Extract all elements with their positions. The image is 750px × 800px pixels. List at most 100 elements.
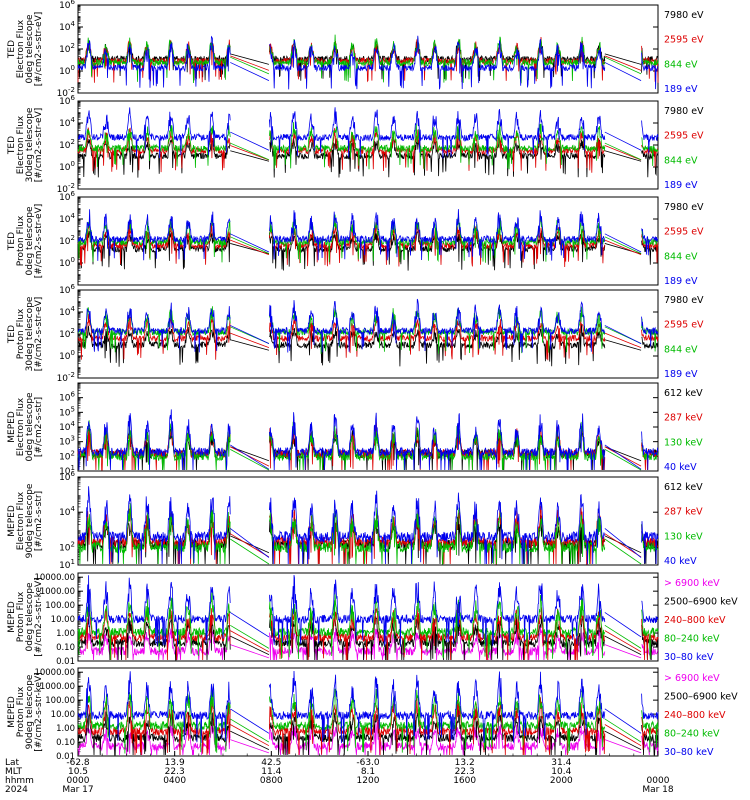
gap-connector <box>604 62 642 81</box>
panel-meped-proton-0deg: 0.010.101.0010.00100.001000.0010000.00ME… <box>7 572 738 667</box>
legend-entry: 240–800 keV <box>664 615 726 626</box>
panel-meped-proton-90deg: 0.010.101.0010.00100.001000.0010000.00ME… <box>7 667 738 762</box>
gap-connector <box>604 624 642 649</box>
y-tick-label: 1000.00 <box>40 682 75 692</box>
y-axis-title-line: TED <box>7 325 17 344</box>
gap-connector <box>604 538 642 565</box>
gap-connector <box>230 131 270 151</box>
y-tick-label: 10000.00 <box>34 668 75 678</box>
gap-connector <box>230 739 270 754</box>
y-axis-title-line: Electron Flux <box>16 19 26 78</box>
time-cell-hhmm: 0000 <box>67 776 90 786</box>
series-trace <box>77 486 659 565</box>
time-row-label: Lat <box>5 758 20 768</box>
legend-entry: 80–240 keV <box>664 634 720 645</box>
series-trace <box>77 409 659 471</box>
y-tick-label: 104 <box>59 116 75 129</box>
legend-entry: 844 eV <box>664 59 698 70</box>
y-axis-title-line: Electron Flux <box>16 397 26 456</box>
gap-connector <box>604 236 642 254</box>
legend-entry: 189 eV <box>664 180 698 191</box>
y-axis-title-line: 90deg telescope <box>25 674 35 749</box>
gap-connector <box>604 528 642 558</box>
y-axis-title: MEPEDProton Flux90deg telescope[#/cm2-s-… <box>7 672 44 751</box>
y-axis-title-line: 0deg telescope <box>25 392 35 462</box>
time-cell-date: Mar 18 <box>642 785 674 795</box>
gap-connector <box>604 644 642 659</box>
y-axis-title-line: Proton Flux <box>16 215 26 266</box>
y-axis-title: TEDProton Flux0deg telescope[#/cm2-s-str… <box>7 204 44 279</box>
time-cell-hhmm: 1600 <box>453 776 476 786</box>
y-axis-title: MEPEDProton Flux0deg telescope[#/cm2-s-s… <box>7 577 44 656</box>
gap-connector <box>230 624 270 649</box>
y-axis-title-line: 30deg telescope <box>25 296 35 371</box>
gap-connector <box>604 739 642 754</box>
y-tick-label: 10-2 <box>57 371 75 384</box>
y-axis-title-line: TED <box>7 232 17 251</box>
y-axis-title-line: 0deg telescope <box>25 582 35 652</box>
gap-connector <box>230 233 270 253</box>
gap-connector <box>230 150 270 162</box>
gap-connector <box>230 62 270 81</box>
gap-connector <box>604 142 642 161</box>
gap-connector <box>604 53 642 65</box>
legend-entry: 287 keV <box>664 507 703 518</box>
time-cell-mlt: 10.4 <box>551 767 571 777</box>
gap-connector <box>230 53 270 65</box>
series-trace <box>77 688 659 754</box>
series-trace <box>77 35 659 90</box>
y-tick-label: 10000.00 <box>34 573 75 583</box>
y-tick-label: 102 <box>59 327 75 340</box>
y-axis-title-line: [#/cm2-s-str-eV] <box>34 204 44 279</box>
y-tick-label: 10.00 <box>51 710 75 720</box>
gap-connector <box>604 332 642 349</box>
series-trace <box>77 670 659 744</box>
y-tick-label: 102 <box>59 42 75 55</box>
y-tick-label: 104 <box>59 20 75 33</box>
time-cell-hhmm: 0800 <box>260 776 283 786</box>
legend-entry: > 6900 keV <box>664 673 720 684</box>
y-tick-label: 100 <box>59 64 75 77</box>
time-cell-lat: 13.9 <box>165 758 185 768</box>
legend-entry: 40 keV <box>664 556 697 567</box>
y-axis-title-line: Electron Flux <box>16 115 26 174</box>
gap-connector <box>604 718 642 743</box>
y-axis-title-line: MEPED <box>7 696 17 728</box>
time-row-label: 2024 <box>5 785 28 795</box>
legend-entry: 240–800 keV <box>664 710 726 721</box>
gap-connector <box>230 325 270 344</box>
series-trace <box>77 421 659 471</box>
gap-connector <box>604 630 642 653</box>
gap-connector <box>230 528 270 558</box>
y-axis-title-line: TED <box>7 40 17 59</box>
gap-connector <box>604 56 642 75</box>
series-trace <box>77 590 659 660</box>
legend-entry: 30–80 keV <box>664 747 714 758</box>
legend-entry: 130 keV <box>664 437 703 448</box>
legend-entry: 30–80 keV <box>664 652 714 663</box>
y-axis-title-line: Proton Flux <box>16 308 26 359</box>
gap-connector <box>230 145 270 161</box>
y-tick-label: 102 <box>59 449 75 462</box>
legend-entry: 844 eV <box>664 251 698 262</box>
time-cell-lat: -63.0 <box>356 758 380 768</box>
y-tick-label: 0.01 <box>56 657 75 667</box>
series-trace <box>77 107 659 159</box>
gap-connector <box>230 635 270 655</box>
gap-connector <box>604 145 642 161</box>
y-tick-label: 102 <box>59 540 75 553</box>
gap-connector <box>230 708 270 734</box>
gap-connector <box>604 233 642 253</box>
gap-connector <box>604 448 642 471</box>
time-cell-date: Mar 17 <box>62 785 93 795</box>
y-tick-label: 106 <box>59 0 75 11</box>
series-trace <box>77 221 659 268</box>
y-axis-title: TEDProton Flux30deg telescope[#/cm2-s-st… <box>7 296 44 371</box>
series-trace <box>77 298 659 353</box>
